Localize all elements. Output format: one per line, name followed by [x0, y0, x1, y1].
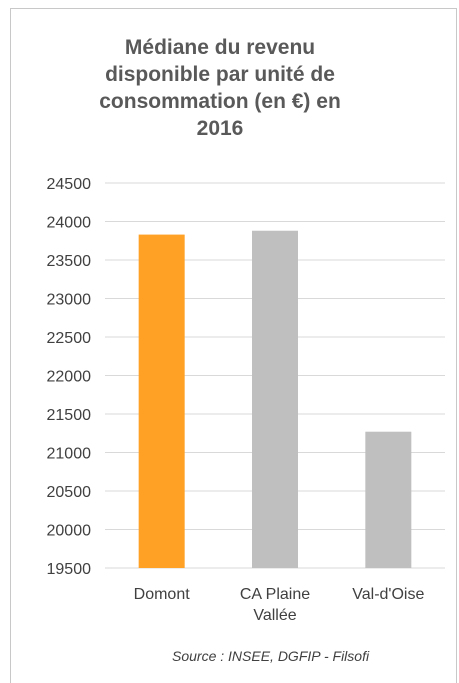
x-category-label: Vallée: [253, 607, 296, 624]
x-category-label: Val-d'Oise: [352, 586, 424, 603]
bar: [365, 431, 412, 568]
chart-frame: [10, 8, 457, 683]
x-category-label: Domont: [134, 586, 191, 603]
chart-title: Médiane du revenu disponible par unité d…: [60, 34, 380, 142]
y-tick-label: 23000: [47, 292, 92, 309]
y-tick-label: 20500: [47, 484, 92, 501]
bar: [138, 234, 185, 568]
y-tick-label: 21000: [47, 446, 92, 463]
y-tick-label: 22500: [47, 330, 92, 347]
x-category-label: CA Plaine: [240, 586, 310, 603]
chart-title-line-4: 2016: [196, 117, 244, 140]
y-tick-label: 21500: [47, 407, 92, 424]
y-tick-label: 24500: [47, 176, 92, 193]
y-tick-label: 20000: [47, 523, 92, 540]
y-tick-label: 24000: [47, 215, 92, 232]
y-tick-label: 19500: [47, 561, 92, 578]
chart-title-line-3: consommation (en €) en: [99, 90, 341, 113]
bar: [252, 230, 298, 569]
y-tick-label: 22000: [47, 369, 92, 386]
chart-title-line-2: disponible par unité de: [105, 63, 335, 86]
y-tick-label: 23500: [47, 253, 92, 270]
chart-title-line-1: Médiane du revenu: [124, 36, 316, 59]
source-note: Source : INSEE, DGFIP - Filsofi: [172, 648, 370, 664]
